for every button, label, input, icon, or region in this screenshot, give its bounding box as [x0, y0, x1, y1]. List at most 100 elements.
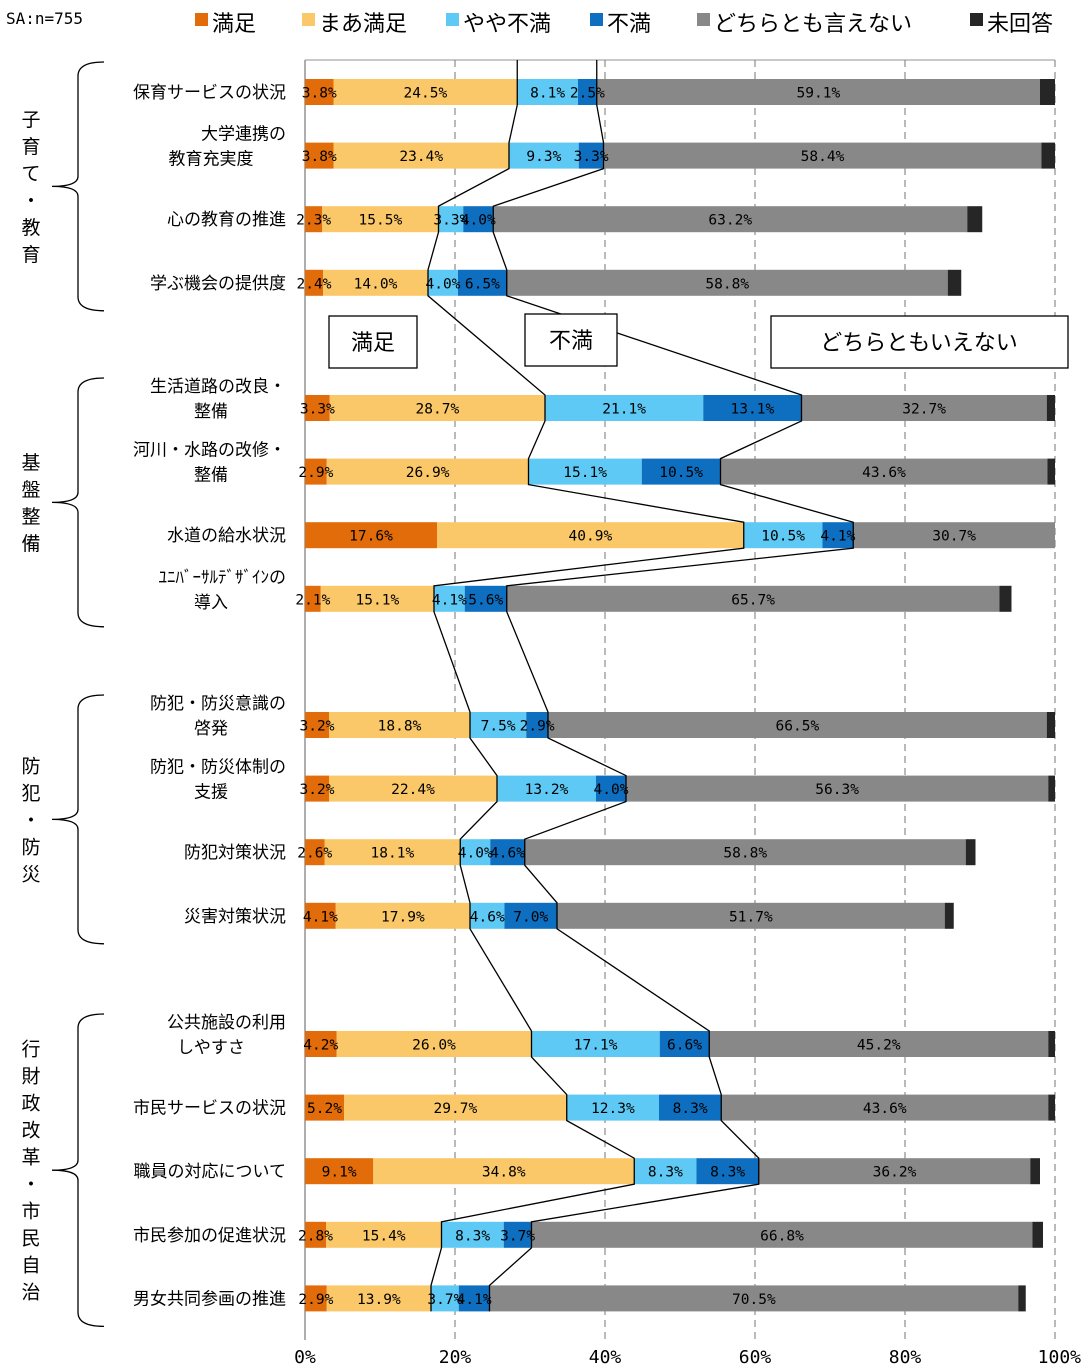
bar-segment-r15-s2 — [441, 1221, 504, 1248]
data-label-r8-s4: 66.5% — [776, 719, 820, 735]
data-label-r12-s3: 6.6% — [667, 1038, 702, 1054]
bar-segment-r8-s4 — [548, 712, 1047, 738]
data-label-r10-s2: 4.0% — [458, 846, 493, 862]
data-label-r11-s1: 17.9% — [381, 909, 425, 925]
data-label-r15-s4: 66.8% — [760, 1228, 804, 1244]
group-label-3-c6: 市 — [21, 1201, 40, 1223]
bar-segment-r3-s1 — [323, 269, 428, 296]
bar-segment-r7-s0 — [305, 585, 321, 612]
bar-segment-r11-s0 — [305, 902, 336, 929]
bar-segment-r1-s5 — [1041, 142, 1055, 169]
data-label-r5-s3: 10.5% — [659, 465, 703, 481]
data-label-r7-s3: 5.6% — [468, 592, 503, 608]
group-label-1-c2: 整 — [21, 506, 40, 528]
bar-segment-r5-s5 — [1047, 458, 1055, 485]
group-label-1-c1: 盤 — [21, 479, 40, 501]
bar-segment-r10-s5 — [965, 839, 976, 866]
bar-segment-r8-s2 — [470, 712, 527, 738]
bar-segment-r8-s1 — [329, 712, 470, 738]
annotation-dissatisfied-box — [524, 313, 618, 367]
bar-segment-r10-s4 — [524, 839, 966, 866]
data-labels: 3.8% 24.5% 8.1% 2.5% 59.1% 3.8% 23.4% 9.3% 3.3% 5… — [295, 86, 976, 1308]
bar-segment-r5-s2 — [528, 458, 642, 485]
data-label-r4-s3: 13.1% — [731, 402, 775, 418]
annotation-neutral: どちらともいえない — [820, 331, 1018, 356]
data-label-r14-s1: 34.8% — [482, 1165, 526, 1181]
category-label-r3-l0: 学ぶ機会の提供度 — [150, 274, 286, 294]
bar-segment-r11-s4 — [557, 902, 945, 929]
bar-segment-r16-s5 — [1018, 1285, 1026, 1312]
bar-segment-r2-s3 — [463, 206, 494, 233]
bar-segment-r5-s3 — [641, 458, 721, 485]
data-label-r6-s3: 4.1% — [820, 529, 855, 545]
legend-swatch-4 — [697, 13, 710, 26]
group-label-3-c9: 治 — [21, 1282, 40, 1304]
category-label-r5-l0: 河川・水路の改修・ — [133, 441, 286, 461]
data-label-r0-s1: 24.5% — [404, 86, 448, 102]
bar-segment-r8-s3 — [526, 712, 548, 738]
data-label-r6-s1: 40.9% — [569, 529, 613, 545]
data-label-r9-s2: 13.2% — [525, 782, 569, 798]
bar-segment-r15-s4 — [531, 1221, 1033, 1248]
data-label-r9-s3: 4.0% — [594, 782, 629, 798]
bar-segment-r4-s0 — [305, 395, 330, 421]
annotation-dissatisfied: 不満 — [549, 329, 593, 354]
data-label-r16-s1: 13.9% — [357, 1292, 401, 1308]
bar-segment-r11-s3 — [504, 902, 557, 929]
bar-segment-r3-s5 — [947, 269, 962, 296]
legend-label-1: まあ満足 — [319, 12, 407, 37]
bar-segment-r5-s1 — [326, 458, 529, 485]
bar-segment-r6-s4 — [853, 522, 1055, 549]
data-label-r5-s2: 15.1% — [563, 465, 607, 481]
data-label-r8-s0: 3.2% — [300, 719, 335, 735]
group-bracket-2 — [51, 694, 105, 945]
data-label-r11-s4: 51.7% — [729, 909, 773, 925]
bar-segment-r7-s4 — [506, 585, 1000, 612]
bar-segment-r12-s1 — [336, 1031, 532, 1057]
bar-segment-r6-s1 — [437, 522, 744, 549]
bar-segment-r5-s0 — [305, 458, 327, 485]
data-label-r3-s2: 4.0% — [426, 276, 461, 292]
bar-segment-r16-s3 — [458, 1285, 490, 1312]
data-label-r10-s1: 18.1% — [371, 846, 415, 862]
data-label-r0-s2: 8.1% — [530, 86, 565, 102]
legend-swatch-2 — [446, 13, 459, 26]
data-label-r5-s4: 43.6% — [862, 465, 906, 481]
data-label-r3-s3: 6.5% — [465, 276, 500, 292]
bar-segment-r10-s0 — [305, 839, 325, 866]
category-label-r16-l0: 男女共同参画の推進 — [133, 1289, 286, 1309]
legend-swatch-1 — [302, 13, 315, 26]
data-label-r13-s4: 43.6% — [863, 1101, 907, 1117]
category-label-r15-l0: 市民参加の促進状況 — [133, 1226, 286, 1246]
data-label-r7-s2: 4.1% — [432, 592, 467, 608]
data-label-r10-s0: 2.6% — [297, 846, 332, 862]
bar-segment-r1-s2 — [509, 142, 579, 169]
data-label-r0-s4: 59.1% — [797, 86, 841, 102]
bar-segment-r2-s1 — [322, 206, 439, 233]
category-label-r4-l1: 整備 — [194, 402, 228, 422]
category-label-r8-l1: 啓発 — [194, 719, 228, 739]
bar-segment-r9-s5 — [1048, 775, 1055, 802]
group-label-3-c5: ・ — [21, 1174, 40, 1196]
bar-segment-r13-s1 — [344, 1094, 567, 1121]
bar-segment-r4-s4 — [801, 395, 1047, 421]
group-label-3-c7: 民 — [21, 1228, 40, 1250]
data-label-r8-s2: 7.5% — [481, 719, 516, 735]
data-label-r8-s3: 2.9% — [520, 719, 555, 735]
data-label-r7-s4: 65.7% — [731, 592, 775, 608]
legend-label-4: どちらとも言えない — [714, 12, 912, 37]
data-label-r10-s4: 58.8% — [723, 846, 767, 862]
data-label-r2-s2: 3.3% — [433, 213, 468, 229]
group-label-3-c0: 行 — [21, 1039, 40, 1061]
data-label-r1-s4: 58.4% — [801, 149, 845, 165]
data-label-r16-s0: 2.9% — [298, 1292, 333, 1308]
category-label-r13-l0: 市民サービスの状況 — [133, 1099, 286, 1119]
data-label-r12-s2: 17.1% — [574, 1038, 618, 1054]
data-label-r12-s0: 4.2% — [303, 1038, 338, 1054]
data-label-r10-s3: 4.6% — [490, 846, 525, 862]
data-label-r4-s4: 32.7% — [902, 402, 946, 418]
category-label-r9-l0: 防犯・防災体制の — [150, 758, 286, 778]
x-tick-60: 60% — [739, 1347, 772, 1367]
gridlines — [304, 59, 1056, 1340]
